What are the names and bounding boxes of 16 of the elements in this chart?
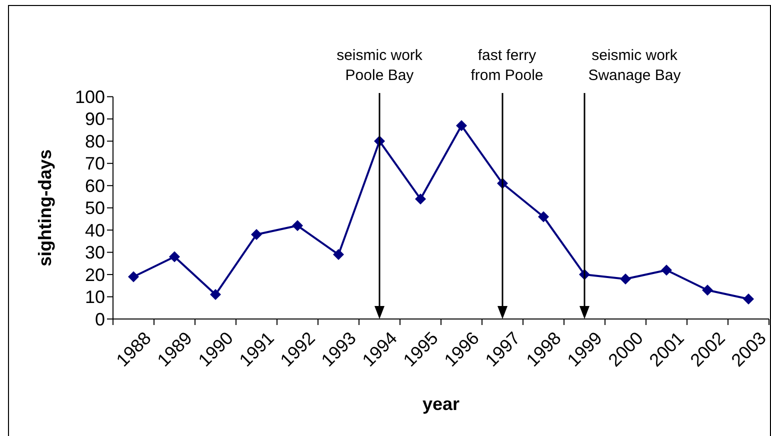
y-tick-label: 10 bbox=[84, 287, 105, 308]
y-tick-label: 0 bbox=[94, 309, 105, 330]
y-tick-label: 20 bbox=[84, 264, 105, 285]
y-tick-label: 50 bbox=[84, 198, 105, 218]
ref-line-label: seismic work Poole Bay bbox=[336, 47, 423, 84]
y-tick-label: 80 bbox=[84, 131, 105, 152]
y-tick-label: 40 bbox=[84, 220, 105, 240]
y-tick-label: 70 bbox=[84, 154, 105, 174]
ref-line-label: fast ferry from Poole bbox=[470, 47, 544, 84]
y-tick-label: 60 bbox=[84, 176, 105, 196]
y-tick-label: 100 bbox=[74, 87, 105, 107]
y-tick-label: 90 bbox=[84, 109, 105, 130]
y-tick-label: 30 bbox=[84, 242, 105, 263]
y-axis-title: sighting-days bbox=[35, 149, 55, 266]
ref-line-label: seismic work Swanage Bay bbox=[588, 47, 682, 84]
x-axis-title: year bbox=[422, 394, 460, 414]
